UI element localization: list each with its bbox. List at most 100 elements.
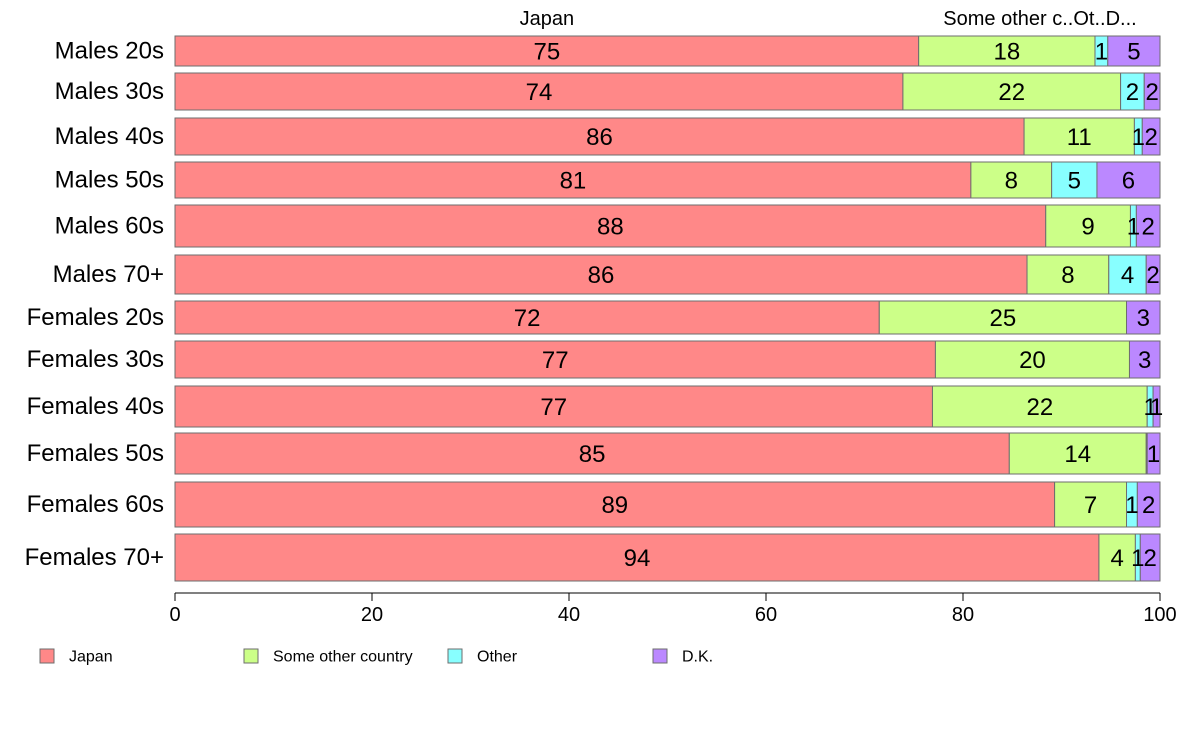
row-label-males-20s: Males 20s: [55, 38, 164, 65]
row-label-females-40s: Females 40s: [27, 393, 164, 420]
data-label-females-20s-d-k: 3: [1137, 305, 1150, 332]
bar-segment-males-20s-d-k: [1107, 35, 1161, 67]
data-label-females-40s-some-other-country: 22: [1026, 394, 1053, 421]
data-label-females-60s-other: 1: [1125, 492, 1138, 519]
legend-swatch-other: [447, 648, 463, 664]
legend-swatch-some-other-country: [243, 648, 259, 664]
data-label-males-40s-some-other-country: 11: [1067, 124, 1092, 151]
x-tick-label-0: 0: [169, 604, 180, 626]
data-label-males-60s-some-other-country: 9: [1081, 214, 1094, 241]
bar-segment-males-40s-d-k: [1141, 117, 1161, 156]
data-label-males-70-other: 4: [1121, 262, 1134, 289]
data-label-females-40s-d-k: 1: [1150, 394, 1163, 421]
bar-segment-males-60s-some-other-country: [1045, 204, 1131, 248]
bar-segment-females-50s-some-other-country: [1008, 432, 1147, 475]
data-label-males-30s-japan: 74: [526, 79, 553, 106]
bar-segment-males-40s-japan: [174, 117, 1025, 156]
data-label-males-40s-japan: 86: [586, 124, 613, 151]
legend-swatch-d-k: [652, 648, 668, 664]
x-tick-label-40: 40: [558, 604, 580, 626]
data-label-males-30s-d-k: 2: [1145, 79, 1158, 106]
x-tick-label-100: 100: [1143, 604, 1176, 626]
bar-segment-females-30s-d-k: [1128, 340, 1161, 379]
data-label-females-30s-japan: 77: [542, 347, 569, 374]
data-label-females-60s-some-other-country: 7: [1084, 492, 1097, 519]
row-label-females-50s: Females 50s: [27, 440, 164, 467]
data-label-males-20s-some-other-country: 18: [993, 39, 1020, 66]
data-label-males-50s-other: 5: [1068, 168, 1081, 195]
bar-segment-females-40s-japan: [174, 385, 933, 428]
data-label-females-70-d-k: 2: [1143, 545, 1156, 572]
data-label-males-20s-japan: 75: [533, 39, 560, 66]
row-label-females-30s: Females 30s: [27, 346, 164, 373]
row-label-males-30s: Males 30s: [55, 78, 164, 105]
bar-segment-females-70-some-other-country: [1098, 533, 1136, 582]
data-label-females-30s-d-k: 3: [1138, 347, 1151, 374]
data-label-males-50s-japan: 81: [560, 168, 587, 195]
x-tick-label-20: 20: [361, 604, 383, 626]
data-label-males-20s-other: 1: [1095, 39, 1108, 66]
bar-segment-males-50s-d-k: [1096, 161, 1161, 199]
data-label-males-40s-d-k: 2: [1144, 124, 1157, 151]
top-label-japan: Japan: [520, 8, 575, 30]
bar-segment-females-70-d-k: [1139, 533, 1161, 582]
row-label-females-20s: Females 20s: [27, 304, 164, 331]
x-tick-label-80: 80: [952, 604, 974, 626]
top-label-others: Some other c..Ot..D...: [943, 8, 1136, 30]
row-label-females-70: Females 70+: [25, 544, 164, 571]
data-label-females-50s-some-other-country: 14: [1064, 441, 1091, 468]
data-label-females-70-other: 1: [1131, 545, 1144, 572]
x-axis: 0 20 40 60 80 100: [169, 592, 1177, 626]
bar-segment-males-30s-some-other-country: [902, 72, 1122, 111]
data-label-females-20s-japan: 72: [514, 305, 541, 332]
x-tick-label-60: 60: [755, 604, 777, 626]
legend-label-other: Other: [477, 649, 518, 666]
data-label-males-60s-other: 1: [1127, 214, 1140, 241]
data-label-females-40s-japan: 77: [540, 394, 567, 421]
bar-segment-males-40s-some-other-country: [1023, 117, 1135, 156]
bar-segment-females-30s-some-other-country: [934, 340, 1130, 379]
bar-segment-males-60s-japan: [174, 204, 1047, 248]
bar-segment-females-20s-d-k: [1126, 300, 1161, 335]
data-label-females-60s-japan: 89: [601, 492, 628, 519]
bar-segment-males-30s-d-k: [1143, 72, 1161, 111]
data-label-males-40s-other: 1: [1132, 124, 1145, 151]
data-label-males-50s-d-k: 6: [1122, 168, 1135, 195]
bar-segment-females-60s-d-k: [1136, 481, 1161, 528]
data-label-males-30s-other: 2: [1126, 79, 1139, 106]
bar-segment-females-40s-some-other-country: [931, 385, 1148, 428]
bar-segment-males-70-japan: [174, 254, 1028, 295]
data-label-males-20s-d-k: 5: [1127, 39, 1140, 66]
bar-segment-females-60s-some-other-country: [1054, 481, 1128, 528]
data-label-males-60s-japan: 88: [597, 214, 624, 241]
data-label-females-30s-some-other-country: 20: [1019, 347, 1046, 374]
data-label-females-50s-japan: 85: [579, 441, 606, 468]
bar-segment-females-30s-japan: [174, 340, 936, 379]
legend-label-some-other-country: Some other country: [273, 649, 413, 666]
top-segment-labels: Japan Some other c..Ot..D...: [520, 8, 1137, 30]
legend-label-d-k: D.K.: [682, 649, 713, 666]
row-label-males-70: Males 70+: [53, 261, 164, 288]
row-label-males-50s: Males 50s: [55, 167, 164, 194]
bar-segment-males-50s-some-other-country: [970, 161, 1053, 199]
bar-segment-females-40s-d-k: [1152, 385, 1161, 428]
data-label-males-60s-d-k: 2: [1142, 214, 1155, 241]
legend-label-japan: Japan: [69, 649, 113, 666]
bar-segment-males-70-some-other-country: [1026, 254, 1110, 295]
bar-segment-males-30s-japan: [174, 72, 904, 111]
bar-segment-females-50s-d-k: [1146, 432, 1161, 475]
data-label-females-40s-other: 1: [1143, 394, 1156, 421]
bar-segment-females-20s-some-other-country: [878, 300, 1128, 335]
bar-segment-males-20s-japan: [174, 35, 920, 67]
legend-swatch-japan: [39, 648, 55, 664]
row-label-males-40s: Males 40s: [55, 123, 164, 150]
legend: Japan Some other country Other D.K.: [39, 648, 713, 666]
bar-segment-females-70-japan: [174, 533, 1100, 582]
data-label-females-70-japan: 94: [624, 545, 651, 572]
data-label-females-50s-d-k: 1: [1147, 441, 1160, 468]
row-label-males-60s: Males 60s: [55, 213, 164, 240]
bar-segment-males-60s-d-k: [1135, 204, 1161, 248]
bar-segment-males-70-other: [1108, 254, 1147, 295]
